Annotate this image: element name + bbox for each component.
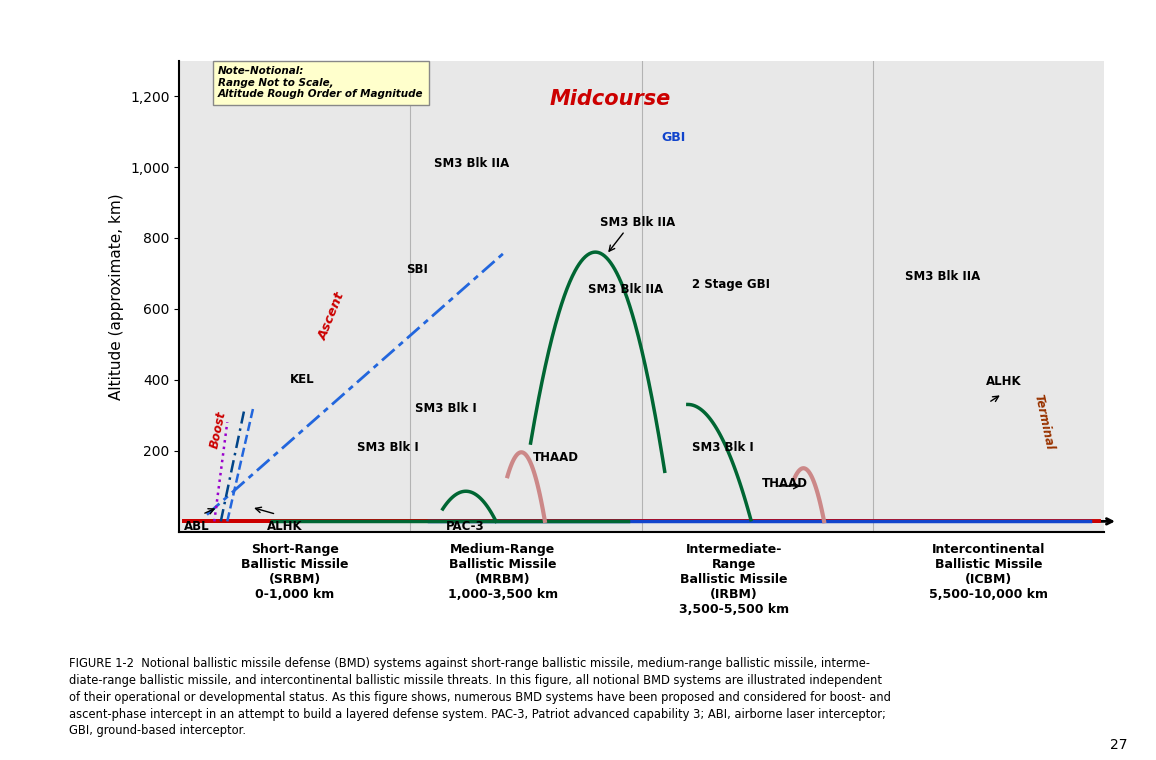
Text: ascent-phase intercept in an attempt to build a layered defense system. PAC-3, P: ascent-phase intercept in an attempt to … <box>69 708 887 720</box>
Text: Ascent: Ascent <box>317 290 347 342</box>
Text: Intermediate-
Range
Ballistic Missile
(IRBM)
3,500-5,500 km: Intermediate- Range Ballistic Missile (I… <box>679 543 790 616</box>
Text: Midcourse: Midcourse <box>549 89 670 109</box>
Text: Note–Notional:
Range Not to Scale,
Altitude Rough Order of Magnitude: Note–Notional: Range Not to Scale, Altit… <box>218 66 423 100</box>
Text: Terminal: Terminal <box>1031 393 1057 451</box>
Text: THAAD: THAAD <box>762 477 808 489</box>
Text: GBI, ground-based interceptor.: GBI, ground-based interceptor. <box>69 724 246 737</box>
Text: GBI: GBI <box>662 131 686 144</box>
Text: ALHK: ALHK <box>267 521 303 534</box>
Text: Boost: Boost <box>208 410 229 449</box>
Text: SM3 Blk I: SM3 Blk I <box>692 441 754 454</box>
Text: Intercontinental
Ballistic Missile
(ICBM)
5,500-10,000 km: Intercontinental Ballistic Missile (ICBM… <box>929 543 1047 601</box>
Text: ALHK: ALHK <box>986 375 1021 388</box>
Text: SBI: SBI <box>406 264 428 277</box>
Text: SM3 Blk IIA: SM3 Blk IIA <box>600 216 675 229</box>
Text: Short-Range
Ballistic Missile
(SRBM)
0-1,000 km: Short-Range Ballistic Missile (SRBM) 0-1… <box>242 543 348 601</box>
Text: ABL: ABL <box>184 521 209 534</box>
Text: THAAD: THAAD <box>533 451 578 464</box>
Text: FIGURE 1-2  Notional ballistic missile defense (BMD) systems against short-range: FIGURE 1-2 Notional ballistic missile de… <box>69 657 870 670</box>
Text: SM3 Blk I: SM3 Blk I <box>415 401 476 414</box>
Text: KEL: KEL <box>290 373 314 386</box>
Text: 2 Stage GBI: 2 Stage GBI <box>692 277 770 290</box>
Text: diate-range ballistic missile, and intercontinental ballistic missile threats. I: diate-range ballistic missile, and inter… <box>69 674 882 687</box>
Text: Medium-Range
Ballistic Missile
(MRBM)
1,000-3,500 km: Medium-Range Ballistic Missile (MRBM) 1,… <box>447 543 558 601</box>
Text: SM3 Blk IIA: SM3 Blk IIA <box>434 157 509 170</box>
Y-axis label: Altitude (approximate, km): Altitude (approximate, km) <box>110 193 125 400</box>
Text: 27: 27 <box>1110 739 1127 752</box>
Text: SM3 Blk I: SM3 Blk I <box>357 441 418 454</box>
Text: SM3 Blk IIA: SM3 Blk IIA <box>588 283 664 296</box>
Text: of their operational or developmental status. As this figure shows, numerous BMD: of their operational or developmental st… <box>69 691 891 704</box>
Text: PAC-3: PAC-3 <box>445 521 484 534</box>
Text: SM3 Blk IIA: SM3 Blk IIA <box>905 271 980 283</box>
